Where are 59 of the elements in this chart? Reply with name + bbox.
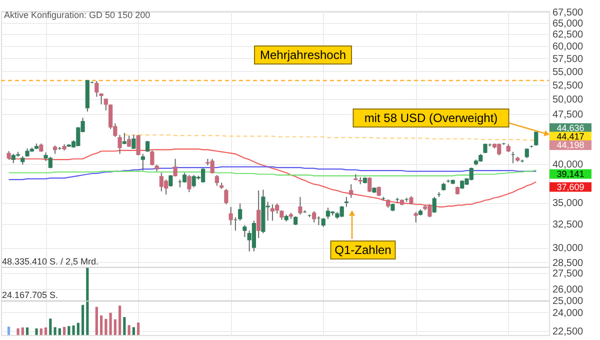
y-tick-label: 57,500 <box>552 54 584 65</box>
chart-title: Aktive Konfiguration: GD 50 150 200 <box>4 10 150 20</box>
y-tick-label: 52,500 <box>552 80 584 92</box>
candlestick <box>534 131 538 146</box>
candlestick <box>224 188 228 205</box>
candlestick <box>173 158 178 178</box>
candlestick <box>150 150 154 166</box>
line-series <box>8 148 537 208</box>
y-tick-label: 26,000 <box>552 284 584 296</box>
candlestick <box>228 206 233 226</box>
candlestick <box>312 210 316 223</box>
candlestick <box>118 134 122 154</box>
candlestick <box>132 134 136 150</box>
candlestick <box>94 80 99 98</box>
text: 44,198 <box>556 140 584 150</box>
candlestick <box>344 196 349 208</box>
candlestick <box>414 211 418 223</box>
y-tick-label: 67,500 <box>552 7 584 18</box>
y-tick-label: 25,000 <box>552 296 584 307</box>
y-tick-label: 65,000 <box>552 18 584 30</box>
candlestick <box>238 203 242 222</box>
candlestick <box>214 174 219 186</box>
y-tick-label: 35,000 <box>552 198 584 210</box>
text: 44,417 <box>556 132 584 142</box>
annotation: Mehrjahreshoch <box>260 48 346 62</box>
y-tick-label: 24,000 <box>552 308 584 319</box>
y-tick-label: 40,000 <box>552 159 584 170</box>
candlestick <box>368 176 372 193</box>
candlestick <box>187 174 192 193</box>
y-tick-label: 27,500 <box>552 268 584 280</box>
text: 44,636 <box>556 123 584 133</box>
candlestick <box>432 196 436 214</box>
candlestick <box>256 190 261 238</box>
candlestick <box>349 184 354 198</box>
candlestick <box>127 135 132 148</box>
text: 37,609 <box>556 182 584 192</box>
candlestick <box>326 207 330 220</box>
y-tick-label: 60,000 <box>552 42 584 53</box>
ref-line-label: 24.167.705 S. <box>2 290 58 300</box>
ref-line-label: 48.335.410 S. / 2,5 Mrd. <box>2 256 99 266</box>
y-tick-label: 55,000 <box>552 66 584 78</box>
y-tick-label: 62,500 <box>552 30 584 41</box>
candlestick <box>280 210 284 220</box>
candlestick <box>168 174 173 188</box>
annotation: Q1-Zahlen <box>334 243 392 257</box>
candlestick <box>136 134 140 156</box>
y-tick-label: 50,000 <box>552 94 584 106</box>
y-tick-label: 22,500 <box>552 326 584 338</box>
y-tick-label: 30,000 <box>552 243 584 254</box>
text: 39,141 <box>556 169 584 179</box>
y-tick-label: 28,500 <box>552 258 584 269</box>
y-tick-label: 32,500 <box>552 220 584 231</box>
y-tick-label: 47,500 <box>552 109 584 120</box>
annotation: mit 58 USD (Overweight) <box>364 111 498 125</box>
candlestick <box>270 204 275 222</box>
candlestick <box>242 224 247 238</box>
candlestick <box>376 186 381 197</box>
candlestick <box>140 153 145 172</box>
candlestick <box>298 196 302 216</box>
